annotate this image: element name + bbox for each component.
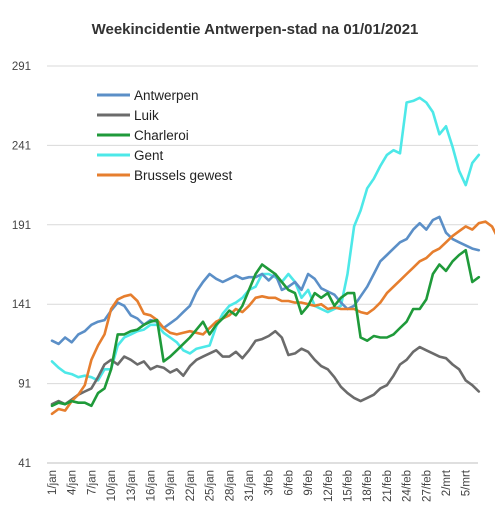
x-tick-label: 16/jan <box>146 470 158 501</box>
y-tick-label: 41 <box>18 458 31 470</box>
x-tick-label: 3/feb <box>264 470 276 496</box>
x-tick-label: 22/jan <box>185 470 197 501</box>
x-tick-label: 28/jan <box>224 470 236 501</box>
series-line-antwerpen <box>50 215 481 346</box>
series-line-luik <box>50 329 481 406</box>
y-tick-label: 291 <box>12 61 31 73</box>
x-tick-label: 6/feb <box>283 470 295 496</box>
x-tick-label: 19/jan <box>165 470 177 501</box>
x-tick-label: 12/feb <box>323 470 335 502</box>
x-tick-label: 31/jan <box>244 470 256 501</box>
x-tick-label: 21/feb <box>382 470 394 502</box>
series-line-gent <box>50 96 481 382</box>
legend-label: Luik <box>134 108 159 123</box>
x-tick-label: 7/jan <box>86 470 98 495</box>
x-tick-label: 1/jan <box>47 470 59 495</box>
x-tick-label: 15/feb <box>343 470 355 502</box>
y-tick-label: 241 <box>12 140 31 152</box>
x-tick-label: 13/jan <box>126 470 138 501</box>
legend: Antwerpen Luik Charleroi Gent Brussels gewes… <box>97 88 233 183</box>
x-axis-ticks: 1/jan 4/jan 7/jan 10/jan 13/jan 16/jan 19/jan 2… <box>47 469 473 502</box>
legend-label: Antwerpen <box>134 88 199 103</box>
y-tick-label: 191 <box>12 220 31 232</box>
x-tick-label: 4/jan <box>67 470 79 495</box>
chart-title: Weekincidentie Antwerpen-stad na 01/01/2… <box>92 21 419 38</box>
x-tick-label: 27/feb <box>421 470 433 502</box>
legend-label: Brussels gewest <box>134 168 233 183</box>
series-line-brussels-gewest <box>50 220 495 416</box>
series-lines <box>50 96 495 416</box>
series-line-charleroi <box>50 248 481 408</box>
x-tick-label: 9/feb <box>303 470 315 496</box>
x-tick-label: 10/jan <box>106 470 118 501</box>
y-tick-label: 141 <box>12 299 31 311</box>
x-tick-label: 24/feb <box>402 470 414 502</box>
legend-label: Charleroi <box>134 128 189 143</box>
x-tick-label: 18/feb <box>362 470 374 502</box>
legend-label: Gent <box>134 148 164 163</box>
x-tick-label: 25/jan <box>205 470 217 501</box>
y-axis-ticks: 41 91 141 191 241 291 <box>12 61 31 470</box>
x-tick-label: 5/mrt <box>461 469 473 496</box>
y-tick-label: 91 <box>18 379 31 391</box>
x-tick-label: 2/mrt <box>441 469 453 496</box>
